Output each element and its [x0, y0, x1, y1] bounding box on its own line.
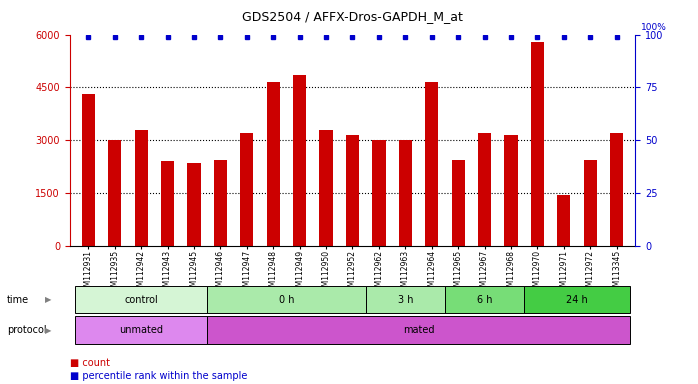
Bar: [505, 135, 518, 246]
Bar: [399, 140, 412, 246]
Bar: [75, 286, 207, 313]
Text: unmated: unmated: [119, 325, 163, 335]
Bar: [610, 133, 623, 246]
Bar: [135, 130, 148, 246]
Bar: [425, 82, 438, 246]
Text: ▶: ▶: [45, 295, 52, 304]
Bar: [346, 135, 359, 246]
Bar: [75, 316, 207, 344]
Text: protocol: protocol: [7, 325, 47, 335]
Bar: [187, 163, 200, 246]
Bar: [214, 159, 227, 246]
Text: 0 h: 0 h: [279, 295, 294, 305]
Bar: [207, 316, 630, 344]
Bar: [584, 159, 597, 246]
Text: time: time: [7, 295, 29, 305]
Text: ■ count: ■ count: [70, 358, 110, 368]
Bar: [108, 140, 121, 246]
Bar: [161, 161, 174, 246]
Text: ■ percentile rank within the sample: ■ percentile rank within the sample: [70, 371, 247, 381]
Bar: [478, 133, 491, 246]
Bar: [320, 130, 333, 246]
Text: mated: mated: [403, 325, 434, 335]
Bar: [82, 94, 95, 246]
Bar: [557, 195, 570, 246]
Bar: [524, 286, 630, 313]
Text: 3 h: 3 h: [398, 295, 413, 305]
Bar: [366, 286, 445, 313]
Bar: [240, 133, 253, 246]
Text: ▶: ▶: [45, 326, 52, 335]
Text: 24 h: 24 h: [566, 295, 588, 305]
Text: control: control: [124, 295, 158, 305]
Bar: [530, 41, 544, 246]
Bar: [372, 140, 385, 246]
Bar: [293, 75, 306, 246]
Bar: [445, 286, 524, 313]
Text: 100%: 100%: [641, 23, 667, 33]
Bar: [452, 159, 465, 246]
Bar: [267, 82, 280, 246]
Text: 6 h: 6 h: [477, 295, 492, 305]
Text: GDS2504 / AFFX-Dros-GAPDH_M_at: GDS2504 / AFFX-Dros-GAPDH_M_at: [242, 10, 463, 23]
Bar: [207, 286, 366, 313]
